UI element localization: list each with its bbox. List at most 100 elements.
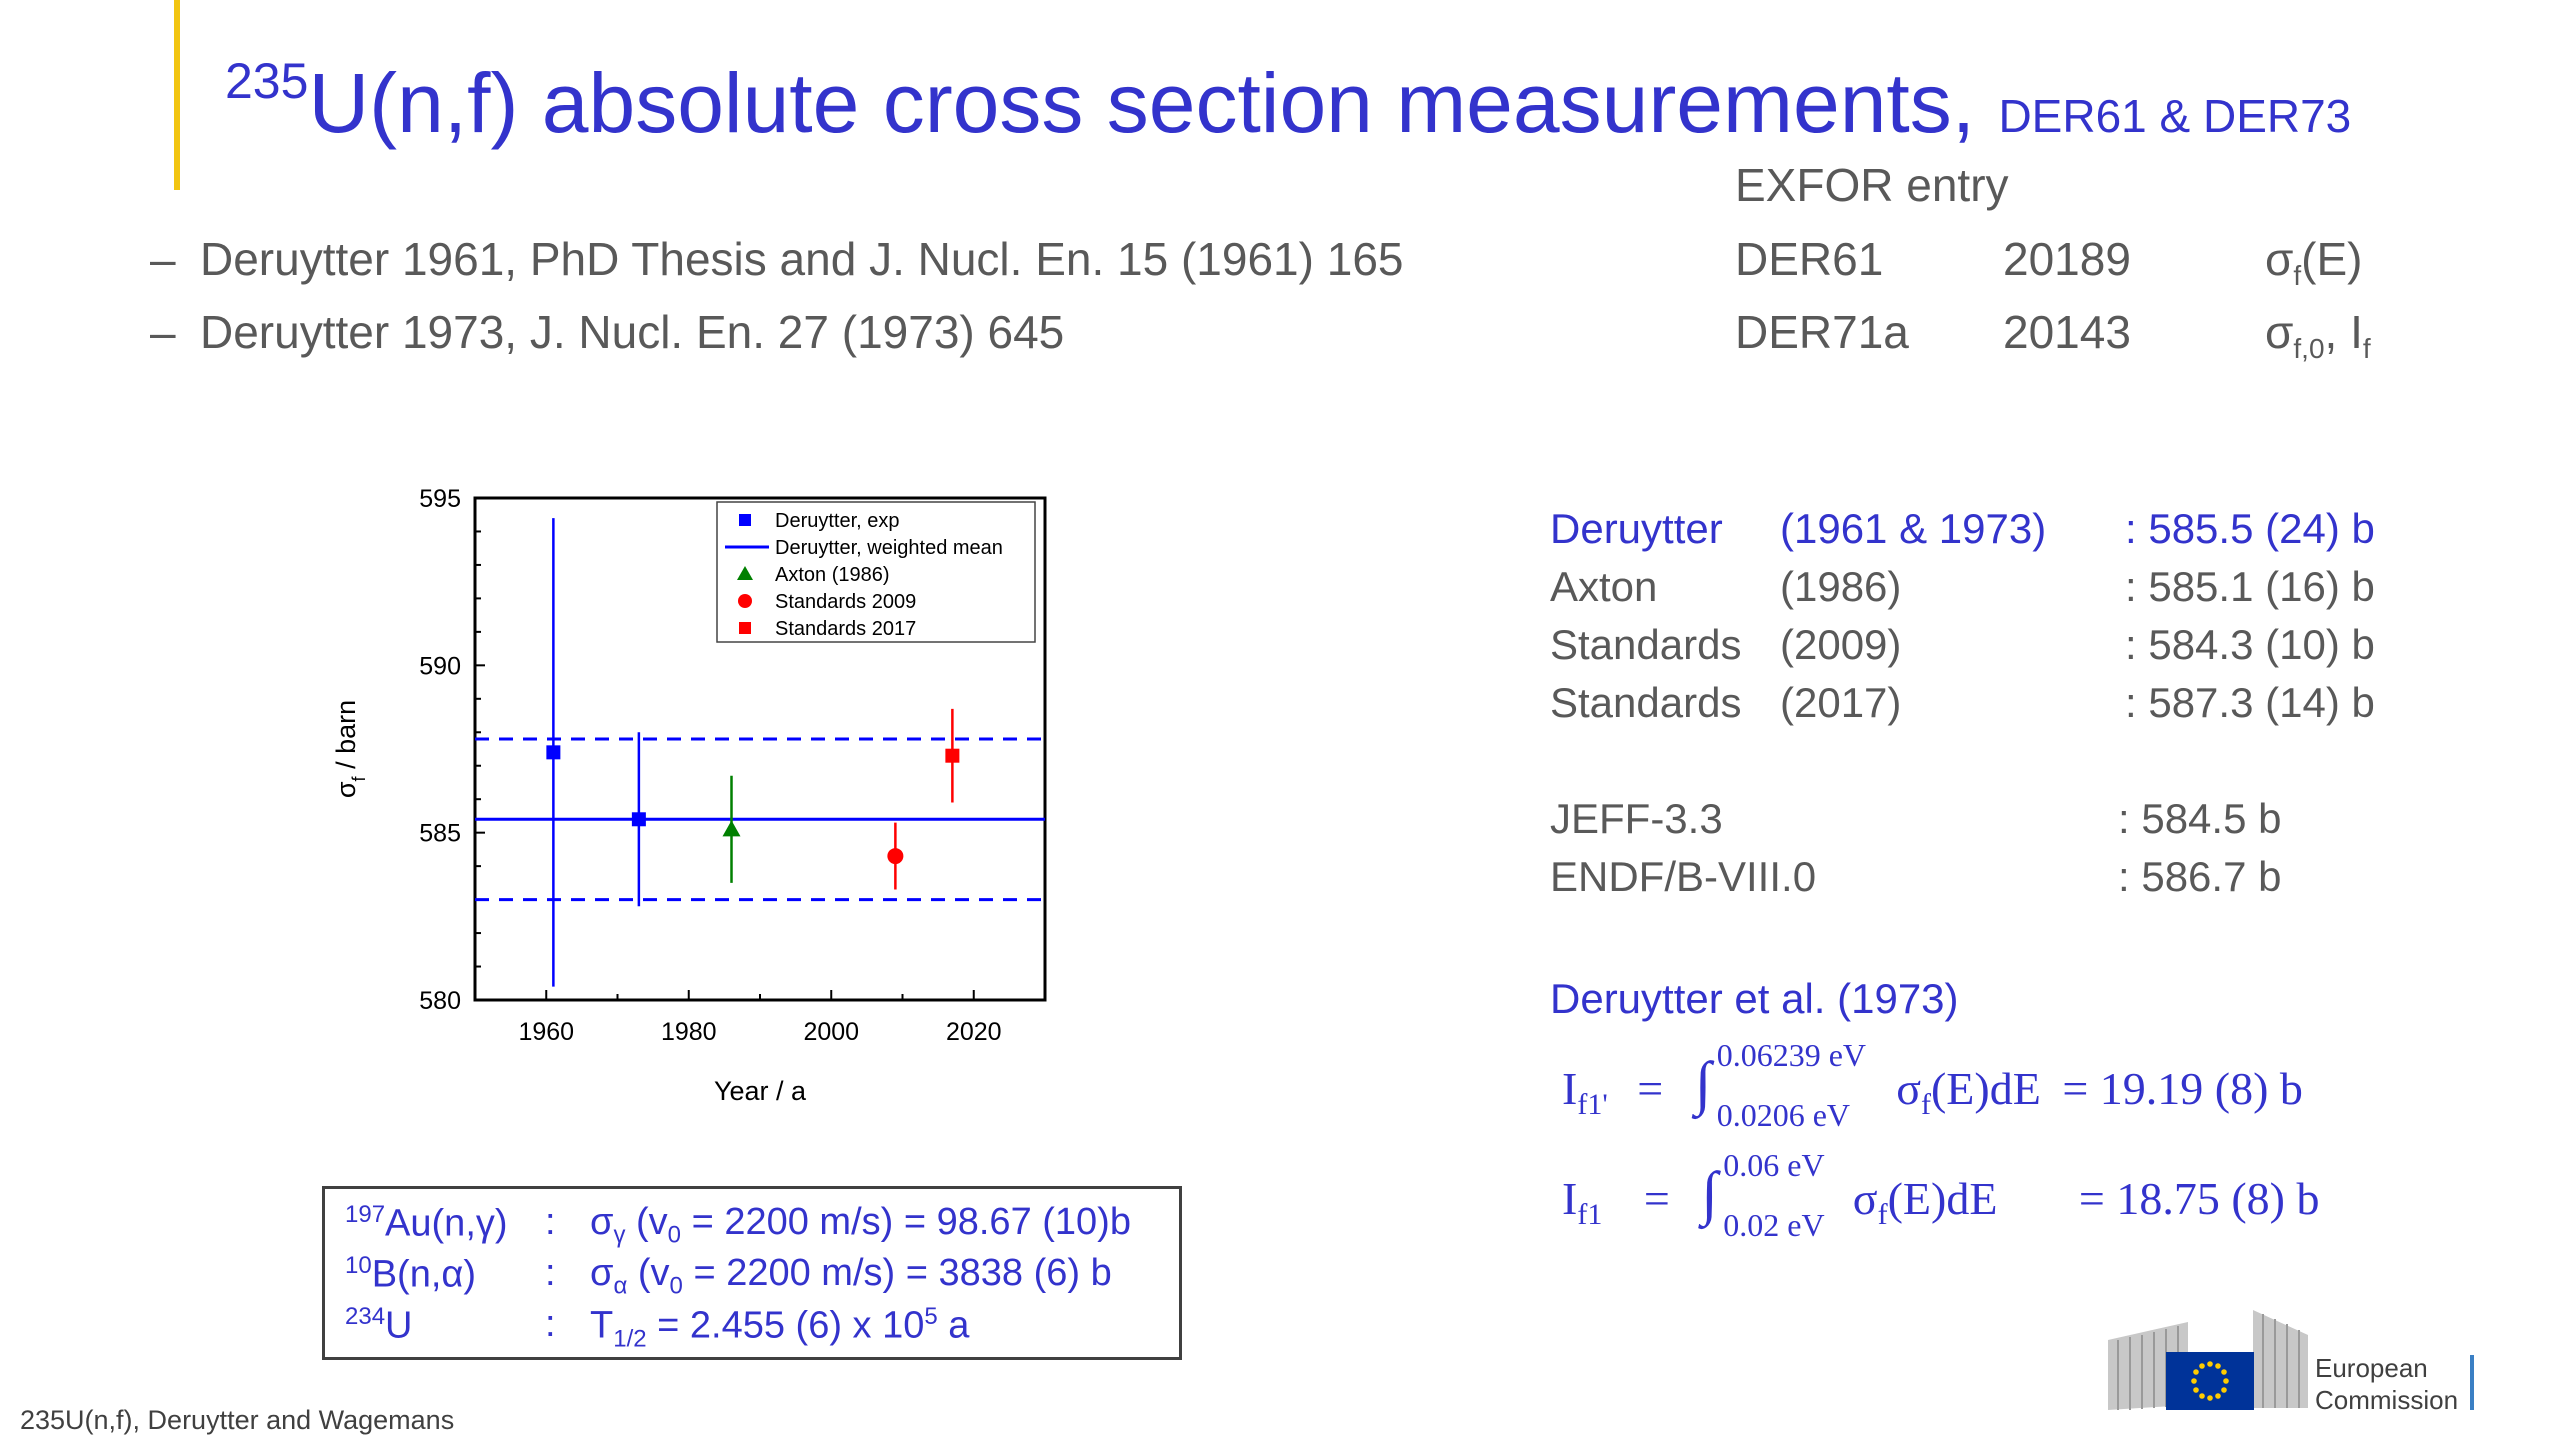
data-point-square bbox=[546, 745, 561, 760]
result-value: : 584.3 (10) b bbox=[2125, 621, 2375, 668]
isotope-mass: 10 bbox=[345, 1252, 372, 1279]
quantity-subscript: f,0 bbox=[2293, 333, 2325, 365]
evaluation-value: : 586.7 b bbox=[2118, 853, 2282, 900]
plot-area bbox=[475, 518, 1045, 987]
formula-result: = 18.75 (8) b bbox=[2078, 1173, 2320, 1224]
quantity-rest: (E) bbox=[2301, 233, 2363, 285]
integral-limits: ∫ 0.06239 eV 0.0206 eV bbox=[1695, 1037, 1885, 1133]
quantity-subscript: f bbox=[2362, 333, 2371, 365]
isotope-mass: 197 bbox=[345, 1201, 386, 1228]
exfor-quantity: σf,0, If bbox=[2265, 305, 2371, 365]
title-superscript: 235 bbox=[225, 53, 309, 109]
value-part: (v bbox=[627, 1252, 670, 1294]
integrand-subscript: f bbox=[1877, 1198, 1888, 1232]
formula-lhs: I bbox=[1562, 1173, 1578, 1224]
colon: : bbox=[545, 1201, 556, 1243]
evaluation-value: : 584.5 b bbox=[2118, 795, 2282, 842]
formula-result: = 19.19 (8) b bbox=[2062, 1063, 2303, 1114]
accent-bar bbox=[174, 0, 180, 190]
footer-text: 235U(n,f), Deruytter and Wagemans bbox=[20, 1405, 455, 1435]
value-subscript: 0 bbox=[667, 1221, 682, 1249]
formula-lhs-subscript: f1' bbox=[1577, 1088, 1608, 1122]
result-name: Deruytter bbox=[1550, 505, 1723, 552]
result-name: Axton bbox=[1550, 563, 1658, 610]
value-part: = 2.455 (6) x 10 bbox=[646, 1304, 925, 1347]
reference-item: – Deruytter 1961, PhD Thesis and J. Nucl.… bbox=[150, 232, 1403, 286]
y-tick-label: 595 bbox=[419, 485, 461, 513]
integral-formula: If1' = ∫ 0.06239 eV 0.0206 eV σf(E)dE = 19… bbox=[1562, 1037, 2303, 1133]
integrand-symbol: σ bbox=[1896, 1063, 1921, 1114]
page-title: 235U(n,f) absolute cross section measure… bbox=[225, 52, 2351, 152]
quantity-rest: , I bbox=[2324, 306, 2363, 358]
logo-line: Commission bbox=[2315, 1385, 2459, 1415]
x-tick-label: 1960 bbox=[518, 1018, 574, 1046]
constant-value: σα (v0 = 2200 m/s) = 3838 (6) b bbox=[590, 1252, 1112, 1301]
result-year: (2009) bbox=[1780, 621, 1902, 668]
result-year: (1961 & 1973) bbox=[1780, 505, 2047, 552]
value-part: = 2200 m/s) = 98.67 (10)b bbox=[681, 1201, 1131, 1243]
exfor-label: DER61 bbox=[1735, 233, 1884, 285]
evaluation-name: ENDF/B-VIII.0 bbox=[1550, 853, 1817, 900]
symbol: T bbox=[590, 1304, 614, 1347]
integrand-rest: (E)dE bbox=[1930, 1063, 2041, 1114]
reference-constants-box: 197Au(n,γ) : σγ (v0 = 2200 m/s) = 98.67 … bbox=[322, 1186, 1182, 1360]
logo-text: European Commission bbox=[2315, 1352, 2458, 1416]
integral-limits: ∫ 0.06 eV 0.02 eV bbox=[1701, 1147, 1841, 1243]
result-year: (1986) bbox=[1780, 563, 1902, 610]
bullet-dash: – bbox=[150, 233, 176, 285]
data-point-triangle bbox=[722, 820, 741, 837]
result-value: : 587.3 (14) b bbox=[2125, 679, 2375, 726]
x-axis-label: Year / a bbox=[714, 1076, 807, 1106]
result-name: Standards bbox=[1550, 679, 1742, 726]
cross-section-chart: 1960 1980 2000 2020 580 585 590 595 Year / a σf /… bbox=[331, 485, 1047, 1106]
value-subscript: 0 bbox=[669, 1272, 683, 1300]
exfor-number: 20189 bbox=[2003, 233, 2131, 285]
integral-icon: ∫ bbox=[1701, 1160, 1718, 1227]
exfor-quantity: σf(E) bbox=[2265, 232, 2363, 292]
title-subtitle: DER61 & DER73 bbox=[1998, 90, 2352, 142]
isotope-mass: 234 bbox=[345, 1303, 386, 1330]
y-axis-label-subscript: f bbox=[349, 775, 369, 781]
symbol-subscript: γ bbox=[613, 1221, 626, 1249]
integrand-symbol: σ bbox=[1852, 1173, 1878, 1224]
integrand-rest: (E)dE bbox=[1887, 1173, 1998, 1224]
formula-lhs: I bbox=[1562, 1063, 1578, 1114]
value-superscript: 5 bbox=[924, 1303, 938, 1330]
reference-text: Deruytter 1973, J. Nucl. En. 27 (1973) 6… bbox=[200, 306, 1065, 358]
constant-row: 10B(n,α) : σα (v0 = 2200 m/s) = 3838 (6)… bbox=[345, 1252, 1112, 1300]
formula-equals: = bbox=[1643, 1173, 1670, 1224]
value-part: = 2200 m/s) = 3838 (6) b bbox=[682, 1252, 1112, 1294]
y-axis-label: σf / barn bbox=[331, 700, 369, 798]
data-point-square bbox=[631, 812, 646, 827]
isotope-reaction: U bbox=[385, 1304, 413, 1347]
symbol-subscript: 1/2 bbox=[613, 1325, 647, 1353]
legend-label: Axton (1986) bbox=[775, 564, 890, 586]
reference-item: – Deruytter 1973, J. Nucl. En. 27 (1973) … bbox=[150, 305, 1064, 359]
legend-label: Standards 2009 bbox=[775, 591, 916, 613]
x-tick-label: 2000 bbox=[803, 1018, 859, 1046]
y-tick-label: 590 bbox=[419, 652, 461, 680]
lower-limit: 0.0206 eV bbox=[1716, 1097, 1850, 1134]
isotope-reaction: B(n,α) bbox=[371, 1253, 477, 1296]
formula-lhs-subscript: f1 bbox=[1577, 1198, 1603, 1232]
quantity-subscript: f bbox=[2293, 260, 2302, 292]
eu-stars-icon bbox=[2191, 1361, 2229, 1401]
formula-equals: = bbox=[1637, 1063, 1664, 1114]
integral-formula: If1 = ∫ 0.06 eV 0.02 eV σf(E)dE = 18.75 (8… bbox=[1562, 1147, 2320, 1243]
legend-label: Deruytter, weighted mean bbox=[775, 537, 1003, 559]
legend-swatch bbox=[739, 514, 751, 526]
x-tick-label: 2020 bbox=[946, 1018, 1002, 1046]
symbol: σ bbox=[590, 1201, 614, 1243]
y-tick-label: 585 bbox=[419, 820, 461, 848]
legend-swatch bbox=[739, 622, 751, 634]
symbol: σ bbox=[590, 1252, 614, 1294]
symbol-subscript: α bbox=[613, 1272, 628, 1300]
bullet-dash: – bbox=[150, 306, 176, 358]
legend-label: Standards 2017 bbox=[775, 618, 916, 640]
result-year: (2017) bbox=[1780, 679, 1902, 726]
data-point-circle bbox=[887, 848, 904, 865]
result-value: : 585.5 (24) b bbox=[2125, 505, 2375, 552]
title-main: U(n,f) absolute cross section measuremen… bbox=[308, 56, 1976, 150]
colon: : bbox=[545, 1303, 556, 1345]
reference-text: Deruytter 1961, PhD Thesis and J. Nucl. … bbox=[200, 233, 1404, 285]
